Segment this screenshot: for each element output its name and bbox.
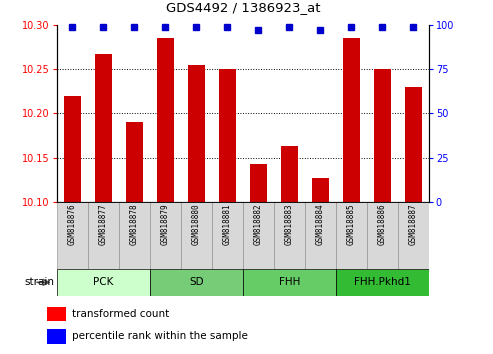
FancyBboxPatch shape (150, 269, 243, 296)
Text: PCK: PCK (93, 277, 113, 287)
FancyBboxPatch shape (336, 202, 367, 269)
FancyBboxPatch shape (212, 202, 243, 269)
FancyBboxPatch shape (367, 202, 398, 269)
Bar (281, 146, 298, 202)
Text: percentile rank within the sample: percentile rank within the sample (72, 331, 248, 341)
FancyBboxPatch shape (243, 202, 274, 269)
Bar (250, 164, 267, 202)
Text: GSM818879: GSM818879 (161, 204, 170, 245)
Text: FHH: FHH (279, 277, 300, 287)
Text: GSM818884: GSM818884 (316, 204, 325, 245)
Text: GSM818881: GSM818881 (223, 204, 232, 245)
Text: GSM818880: GSM818880 (192, 204, 201, 245)
Bar (126, 122, 143, 202)
Text: GSM818878: GSM818878 (130, 204, 139, 245)
FancyBboxPatch shape (274, 202, 305, 269)
Bar (188, 65, 205, 202)
FancyBboxPatch shape (57, 269, 150, 296)
Text: GSM818883: GSM818883 (285, 204, 294, 245)
Text: GSM818882: GSM818882 (254, 204, 263, 245)
Bar (405, 87, 422, 202)
FancyBboxPatch shape (336, 269, 429, 296)
Text: strain: strain (24, 277, 54, 287)
Bar (374, 69, 391, 202)
Bar (64, 96, 81, 202)
FancyBboxPatch shape (305, 202, 336, 269)
Bar (219, 69, 236, 202)
FancyBboxPatch shape (119, 202, 150, 269)
FancyBboxPatch shape (150, 202, 181, 269)
Text: GSM818887: GSM818887 (409, 204, 418, 245)
Bar (157, 38, 174, 202)
Bar (47, 307, 66, 321)
FancyBboxPatch shape (398, 202, 429, 269)
Text: GSM818886: GSM818886 (378, 204, 387, 245)
FancyBboxPatch shape (243, 269, 336, 296)
FancyBboxPatch shape (57, 202, 88, 269)
FancyBboxPatch shape (181, 202, 212, 269)
Text: GSM818876: GSM818876 (68, 204, 77, 245)
FancyBboxPatch shape (88, 202, 119, 269)
Bar (343, 38, 360, 202)
Bar (47, 329, 66, 344)
Text: FHH.Pkhd1: FHH.Pkhd1 (354, 277, 411, 287)
Text: transformed count: transformed count (72, 309, 170, 319)
Text: GSM818877: GSM818877 (99, 204, 108, 245)
Text: GDS4492 / 1386923_at: GDS4492 / 1386923_at (166, 1, 320, 14)
Text: GSM818885: GSM818885 (347, 204, 356, 245)
Bar (95, 54, 112, 202)
Bar (312, 178, 329, 202)
Text: SD: SD (189, 277, 204, 287)
